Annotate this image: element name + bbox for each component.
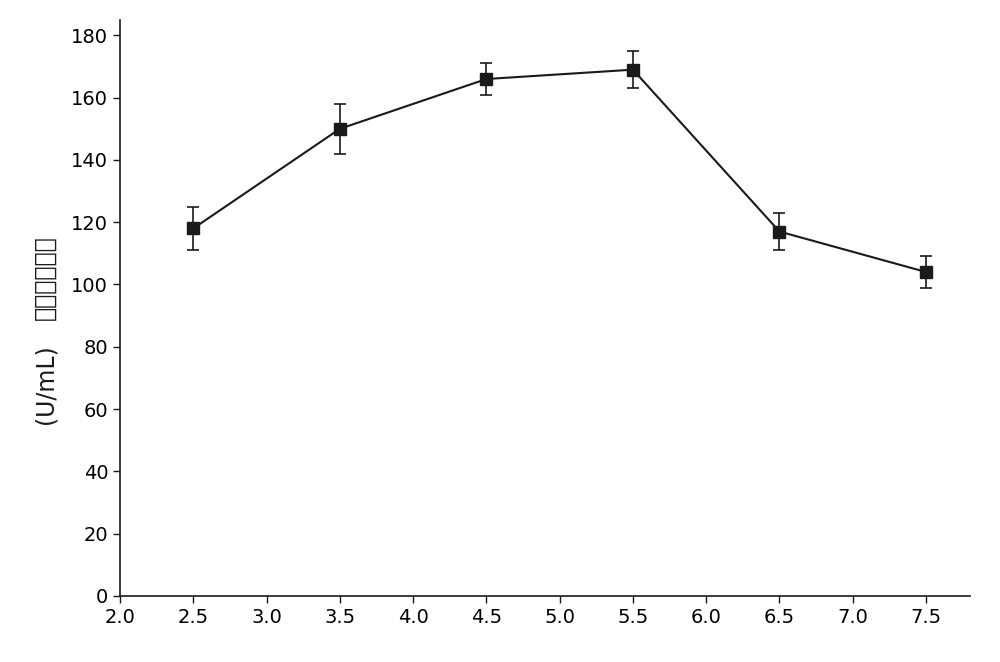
- Text: (U/mL): (U/mL): [33, 344, 57, 424]
- Text: 生淠粉酶产量: 生淠粉酶产量: [33, 236, 57, 320]
